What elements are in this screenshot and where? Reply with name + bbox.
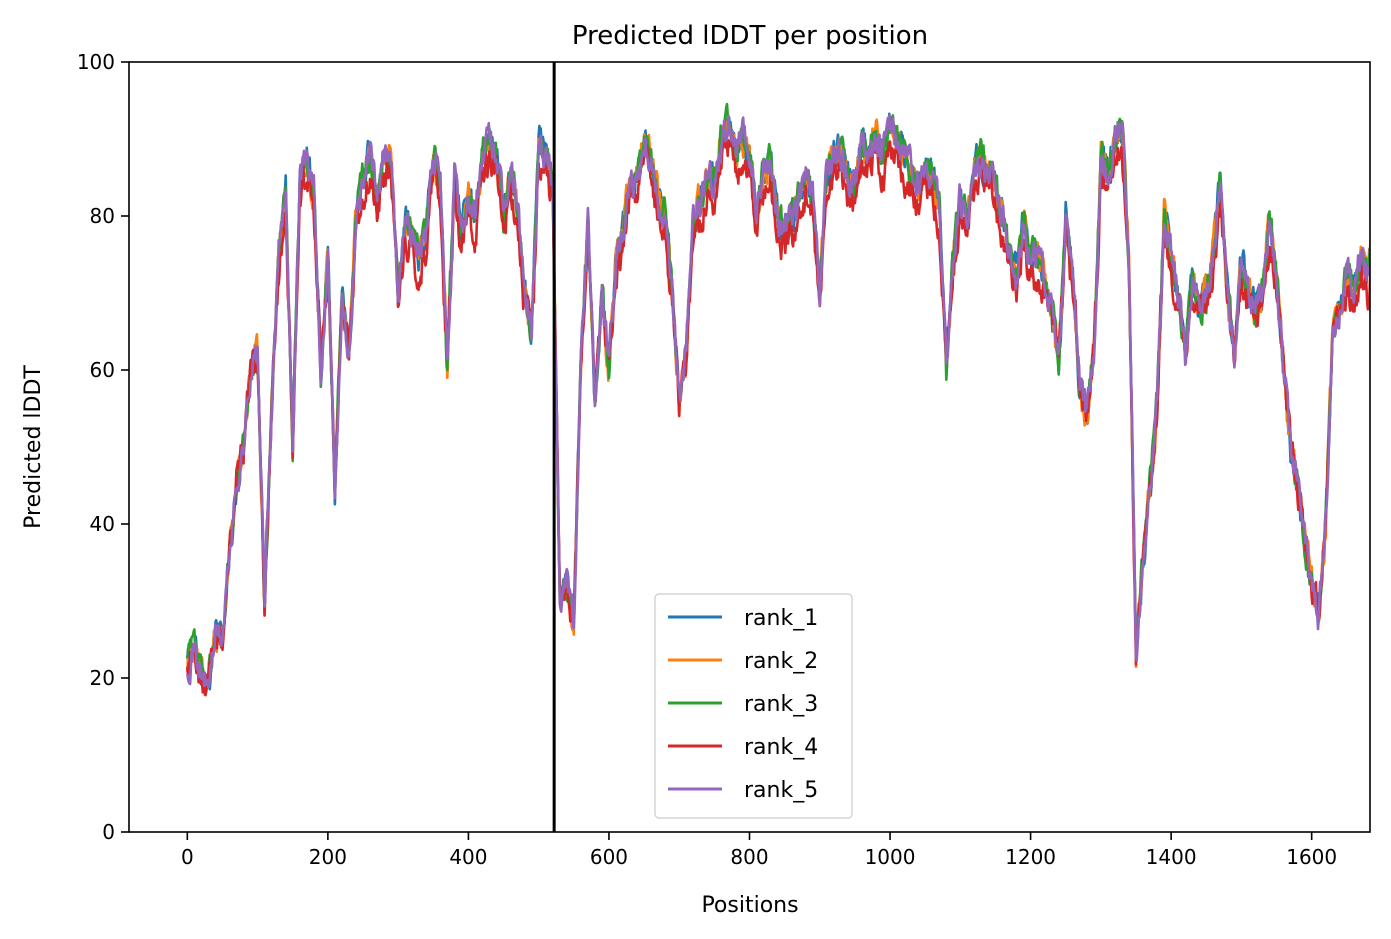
x-tick-label: 400 — [449, 845, 487, 869]
x-tick-label: 800 — [730, 845, 768, 869]
chart-title: Predicted lDDT per position — [572, 21, 928, 51]
y-axis-label: Predicted lDDT — [21, 365, 46, 529]
y-axis: 0 20 40 60 80 100 — [77, 50, 129, 844]
y-tick-label: 80 — [90, 204, 115, 228]
legend-label-rank-5: rank_5 — [744, 778, 818, 803]
legend-label-rank-4: rank_4 — [744, 735, 818, 760]
y-tick-label: 60 — [90, 358, 115, 382]
x-tick-label: 600 — [590, 845, 628, 869]
x-tick-label: 200 — [309, 845, 347, 869]
legend-label-rank-3: rank_3 — [744, 692, 818, 717]
series-line-rank-5 — [186, 114, 1370, 689]
y-tick-label: 20 — [90, 666, 115, 690]
y-tick-label: 40 — [90, 512, 115, 536]
legend: rank_1 rank_2 rank_3 rank_4 rank_5 — [654, 593, 853, 819]
legend-box — [654, 593, 853, 819]
y-tick-label: 100 — [77, 50, 115, 74]
x-tick-label: 1000 — [865, 845, 916, 869]
y-tick-label: 0 — [102, 820, 115, 844]
x-tick-label: 1200 — [1005, 845, 1056, 869]
x-tick-label: 1400 — [1146, 845, 1197, 869]
series-layer — [186, 102, 1370, 697]
x-tick-label: 0 — [181, 845, 194, 869]
x-axis: 0 200 400 600 800 1000 1200 1400 1600 — [181, 832, 1337, 869]
x-tick-label: 1600 — [1286, 845, 1337, 869]
legend-label-rank-2: rank_2 — [744, 649, 818, 674]
x-axis-label: Positions — [701, 893, 798, 918]
legend-label-rank-1: rank_1 — [744, 606, 818, 631]
